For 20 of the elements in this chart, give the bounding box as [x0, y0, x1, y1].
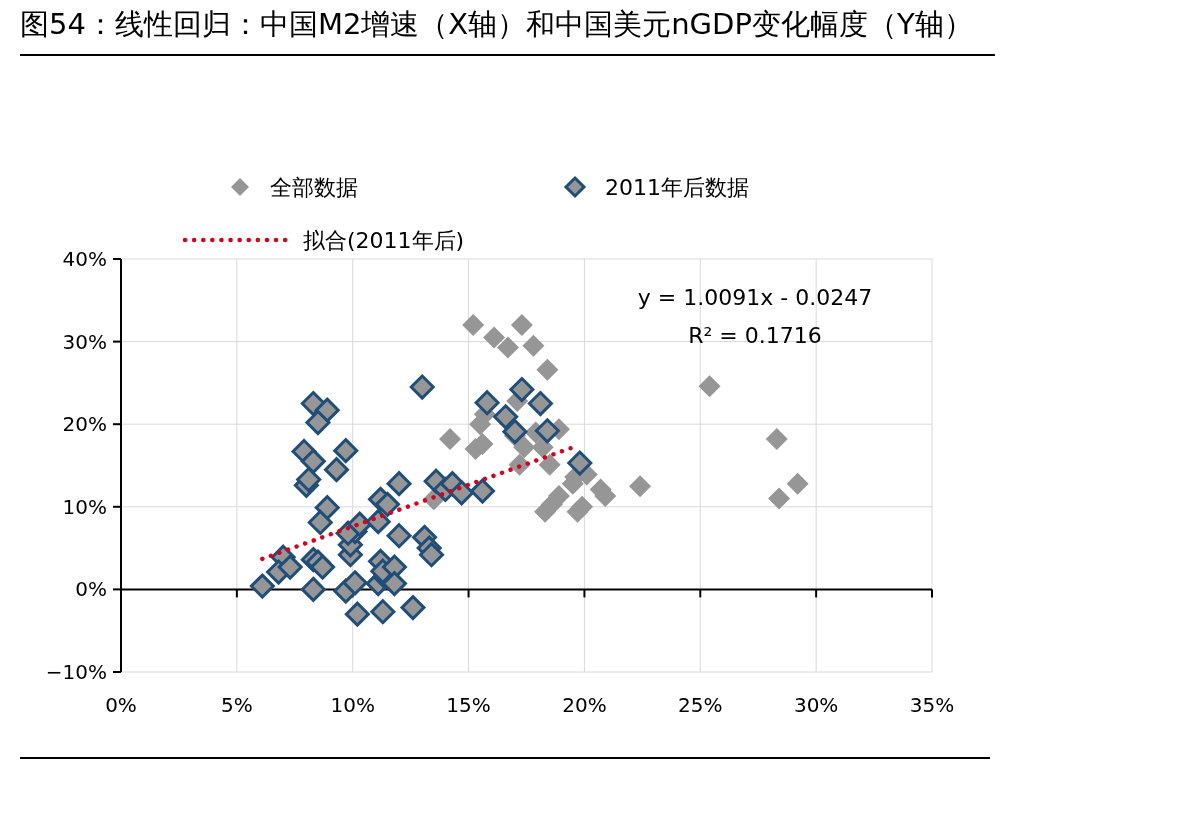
x-tick-label: 0%: [105, 693, 137, 717]
x-tick-label: 20%: [562, 693, 607, 717]
annotation: R² = 0.1716: [688, 323, 822, 348]
annotation: y = 1.0091x - 0.0247: [637, 285, 873, 310]
x-tick-label: 25%: [678, 693, 723, 717]
legend-label: 全部数据: [270, 175, 358, 200]
chart-title: 图54：线性回归：中国M2增速（X轴）和中国美元nGDP变化幅度（Y轴）: [20, 2, 995, 56]
x-tick-label: 35%: [909, 693, 955, 717]
y-tick-label: 30%: [62, 329, 107, 354]
y-tick-label: 20%: [62, 412, 107, 437]
x-tick-label: 10%: [330, 693, 375, 717]
y-tick-label: −10%: [45, 660, 107, 684]
y-tick-label: 40%: [62, 247, 107, 271]
legend-label: 拟合(2011年后): [303, 228, 465, 253]
x-tick-label: 5%: [220, 693, 253, 717]
y-tick-label: 0%: [75, 577, 107, 602]
x-tick-label: 30%: [793, 693, 839, 717]
legend-label: 2011年后数据: [605, 175, 749, 200]
y-tick-label: 10%: [62, 494, 107, 519]
x-tick-label: 15%: [446, 693, 491, 717]
